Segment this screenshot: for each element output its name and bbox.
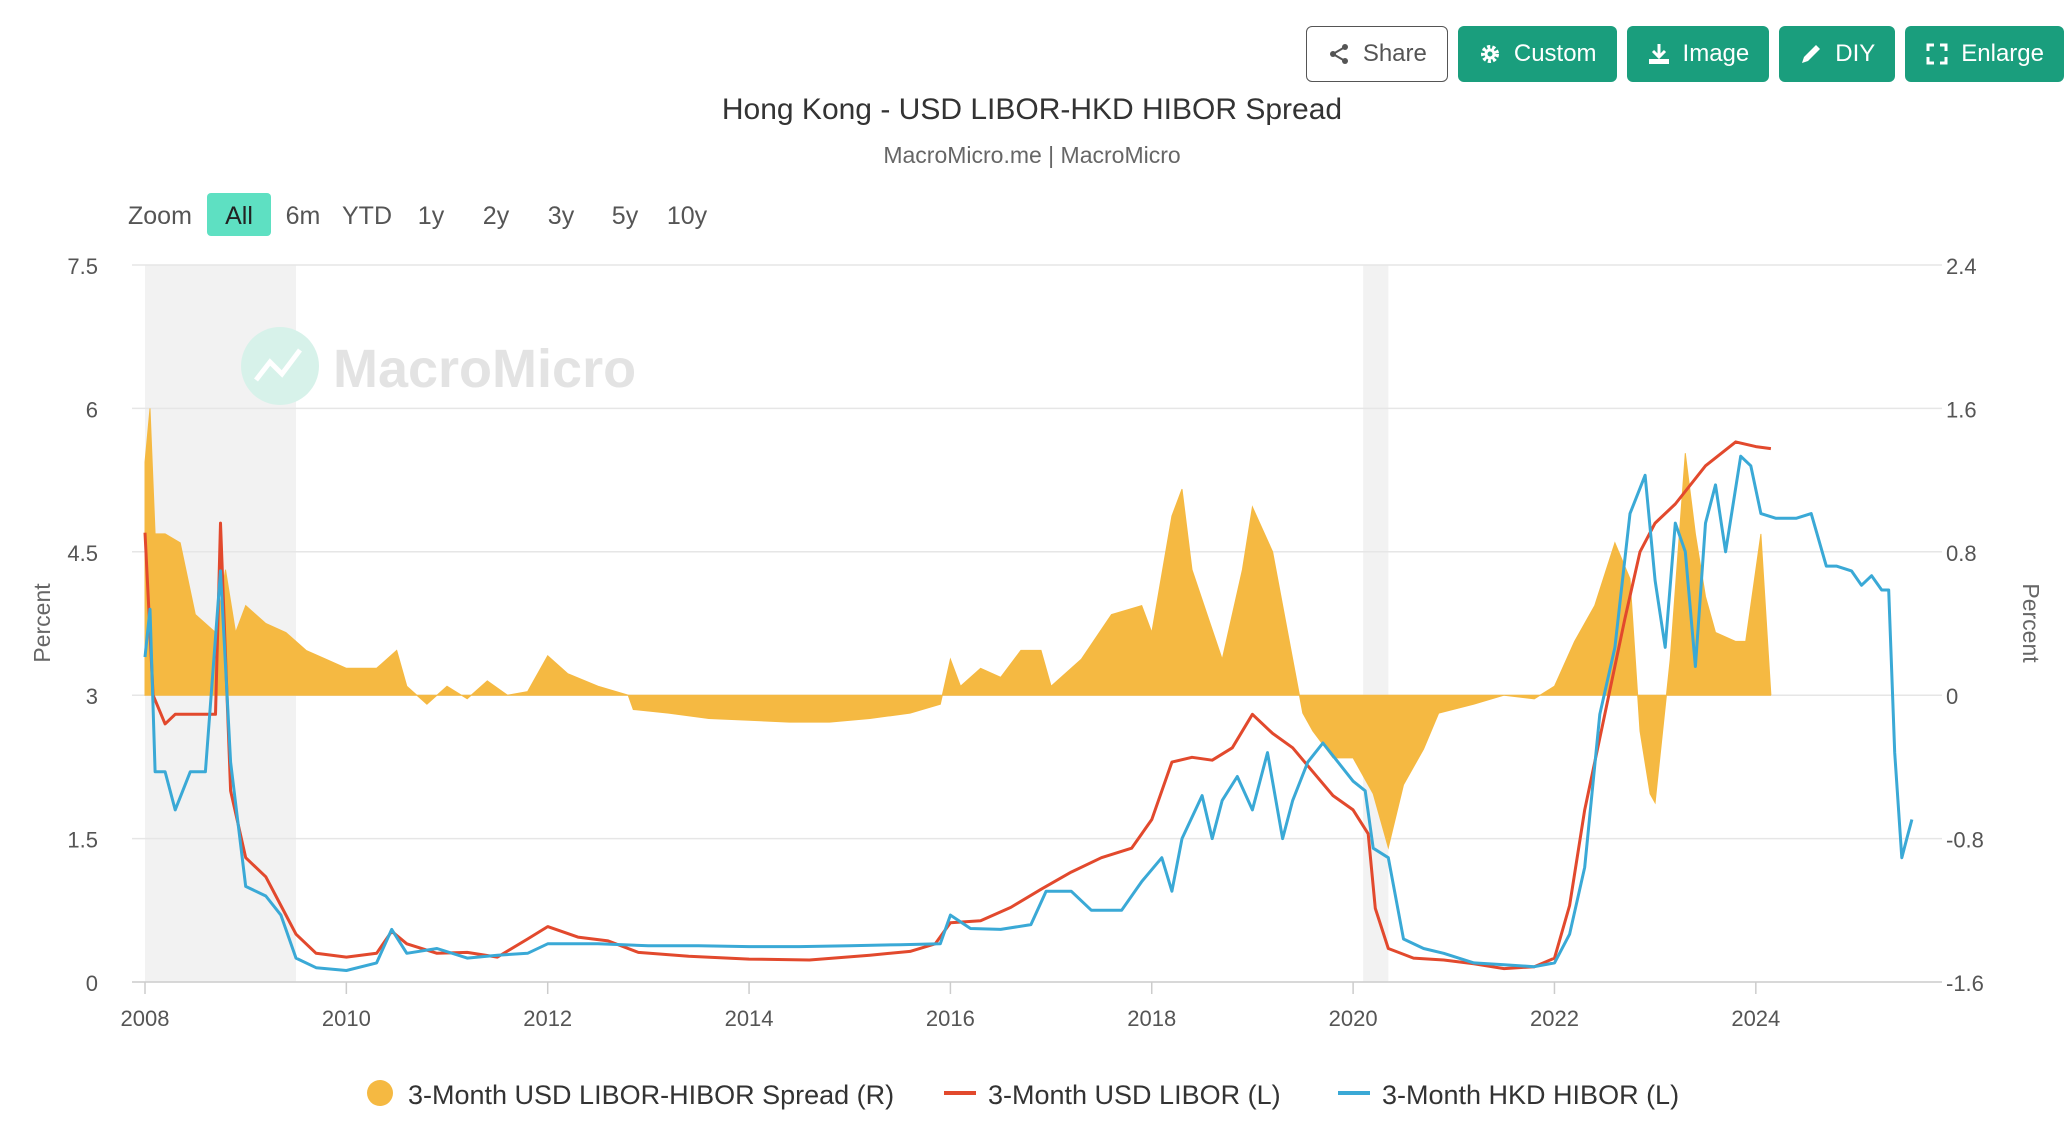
zoom-option-3y[interactable]: 3y <box>548 202 575 230</box>
x-tick-label: 2018 <box>1127 1006 1176 1031</box>
share-button[interactable]: Share <box>1305 26 1448 82</box>
enlarge-label: Enlarge <box>1961 40 2044 67</box>
y-left-tick-label: 6 <box>86 397 98 422</box>
x-tick-label: 2016 <box>926 1006 975 1031</box>
zoom-option-2y[interactable]: 2y <box>483 202 510 230</box>
x-tick-label: 2020 <box>1329 1006 1378 1031</box>
zoom-option-all[interactable]: All <box>225 202 253 230</box>
legend-item-0[interactable]: 3-Month USD LIBOR-HIBOR Spread (R) <box>408 1080 894 1110</box>
custom-label: Custom <box>1513 40 1597 67</box>
share-label: Share <box>1362 40 1427 67</box>
x-tick-label: 2022 <box>1530 1006 1579 1031</box>
download-icon <box>1648 44 1669 64</box>
series-hkd-hibor-line <box>143 454 1914 972</box>
y-left-tick-label: 4.5 <box>67 541 98 566</box>
share-icon <box>1329 44 1348 64</box>
y-right-tick-label: -1.6 <box>1946 971 1984 996</box>
expand-icon <box>1926 43 1948 65</box>
y-right-tick-label: 0 <box>1946 684 1958 709</box>
y-right-tick-label: 2.4 <box>1946 254 1977 279</box>
series-usd-libor-line <box>143 440 1772 971</box>
y-left-tick-label: 1.5 <box>67 828 98 853</box>
x-tick-label: 2010 <box>322 1006 371 1031</box>
y-right-tick-label: -0.8 <box>1946 828 1984 853</box>
zoom-label: Zoom <box>128 202 192 230</box>
gear-icon <box>1480 45 1499 63</box>
chart-subtitle: MacroMicro.me | MacroMicro <box>883 142 1180 168</box>
series-spread-area <box>144 408 1772 850</box>
y-left-tick-label: 7.5 <box>67 254 98 279</box>
y-right-tick-label: 1.6 <box>1946 397 1977 422</box>
y-right-axis-title: Percent <box>2018 583 2044 663</box>
watermark-logo <box>241 327 319 405</box>
watermark-logo-mark <box>254 348 302 382</box>
y-left-axis-title: Percent <box>29 583 55 663</box>
chart-title: Hong Kong - USD LIBOR-HKD HIBOR Spread <box>722 93 1342 126</box>
y-right-tick-label: 0.8 <box>1946 541 1977 566</box>
zoom-option-6m[interactable]: 6m <box>286 202 321 230</box>
diy-button[interactable]: DIY <box>1779 26 1896 82</box>
y-left-tick-label: 0 <box>86 971 98 996</box>
zoom-option-10y[interactable]: 10y <box>667 202 708 230</box>
pencil-icon <box>1802 45 1821 63</box>
image-label: Image <box>1682 40 1750 67</box>
zoom-option-5y[interactable]: 5y <box>612 202 639 230</box>
recession-band-1 <box>1363 265 1389 982</box>
zoom-selected-highlight <box>207 193 271 236</box>
zoom-option-1y[interactable]: 1y <box>418 202 445 230</box>
legend-item-1[interactable]: 3-Month USD LIBOR (L) <box>988 1080 1281 1110</box>
enlarge-button[interactable]: Enlarge <box>1905 26 2064 82</box>
diy-label: DIY <box>1835 40 1876 67</box>
legend-marker-spread <box>367 1080 393 1106</box>
watermark-text: MacroMicro <box>333 339 636 399</box>
x-tick-label: 2014 <box>725 1006 774 1031</box>
y-left-tick-label: 3 <box>86 684 98 709</box>
x-tick-label: 2008 <box>121 1006 170 1031</box>
legend-item-2[interactable]: 3-Month HKD HIBOR (L) <box>1382 1080 1679 1110</box>
x-tick-label: 2012 <box>523 1006 572 1031</box>
zoom-option-ytd[interactable]: YTD <box>342 202 392 230</box>
custom-button[interactable]: Custom <box>1457 26 1617 82</box>
x-tick-label: 2024 <box>1731 1006 1780 1031</box>
toolbar: Share Custom Image DIY Enlarge <box>1305 26 2064 82</box>
image-button[interactable]: Image <box>1626 26 1770 82</box>
